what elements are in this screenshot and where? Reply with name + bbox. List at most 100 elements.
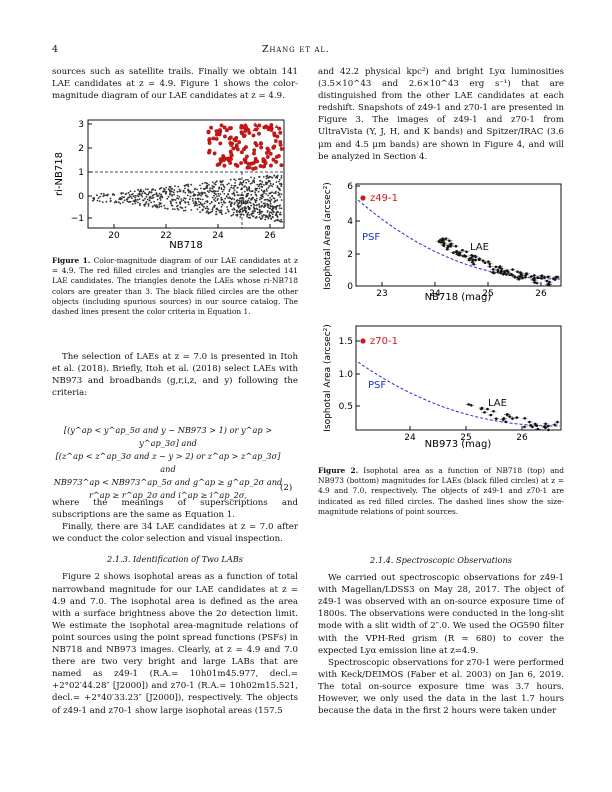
lae-point [487, 260, 490, 263]
object-point [248, 188, 251, 190]
object-point [177, 185, 180, 188]
object-point [169, 186, 172, 188]
object-point [278, 207, 281, 209]
object-point [258, 206, 261, 208]
object-point [131, 197, 133, 200]
object-point [236, 191, 238, 193]
object-point [220, 187, 223, 189]
lae-candidate [257, 131, 261, 136]
object-point [97, 197, 100, 199]
object-point [260, 212, 262, 215]
object-point [206, 207, 209, 210]
object-point [171, 208, 174, 210]
object-point [248, 197, 251, 200]
object-point [234, 182, 237, 184]
lae-point [442, 241, 446, 245]
object-point [270, 211, 272, 214]
object-point [254, 201, 257, 204]
object-point [239, 208, 242, 211]
object-point [280, 199, 283, 201]
object-point [238, 194, 240, 197]
x-tick-label: 24 [404, 433, 416, 443]
object-point [222, 183, 224, 186]
y-tick-label: 1.5 [339, 337, 353, 347]
object-point [261, 186, 264, 188]
x-tick-labels: 23 24 25 26 [376, 282, 547, 299]
object-point [280, 185, 282, 187]
lae-candidate [229, 143, 234, 147]
object-point [143, 205, 146, 207]
object-point [252, 210, 255, 213]
section-2-1-4-text-b: Spectroscopic observations for z70-1 wer… [318, 657, 564, 717]
object-point [96, 199, 99, 202]
plot-frame [355, 325, 562, 431]
object-point [262, 213, 265, 216]
lae-point [532, 278, 535, 282]
object-point [242, 213, 245, 216]
lae-candidate [257, 123, 262, 128]
object-point [268, 185, 271, 187]
object-point [266, 211, 269, 213]
object-point [279, 213, 282, 216]
object-point [218, 209, 220, 212]
object-point [273, 192, 275, 194]
object-point [233, 189, 236, 192]
object-point [232, 211, 235, 214]
object-point [278, 188, 281, 191]
object-point [260, 194, 262, 197]
object-point [134, 202, 137, 205]
object-point [263, 205, 265, 208]
lae-candidate [206, 130, 211, 135]
lae-point [523, 425, 526, 429]
object-point [254, 216, 257, 219]
object-point [187, 188, 190, 191]
lae-candidate [217, 128, 222, 133]
lae-candidate [214, 129, 219, 134]
object-point [277, 218, 279, 221]
caption-label: Figure 1. [52, 256, 91, 265]
object-point [152, 188, 155, 191]
object-point [156, 195, 158, 197]
object-point [164, 207, 166, 210]
object-point [203, 187, 205, 190]
lae-triangle [254, 123, 259, 128]
lae-point [524, 272, 528, 275]
lae-point [513, 275, 517, 279]
object-point [274, 192, 277, 195]
object-point [129, 200, 132, 203]
object-point [233, 178, 236, 181]
object-point [221, 213, 223, 215]
object-point [273, 220, 276, 222]
object-point [266, 215, 268, 218]
y-tick-label: −1 [71, 214, 84, 224]
object-point [144, 188, 147, 191]
object-point [134, 194, 136, 197]
y-tick-label: 4 [347, 217, 353, 227]
selection-text: The selection of LAEs at z = 7.0 is pres… [52, 352, 298, 399]
object-point [223, 186, 226, 189]
object-point [205, 194, 207, 197]
lae-candidate [258, 141, 263, 146]
object-point [173, 208, 176, 211]
object-point [171, 194, 173, 197]
lae-point [535, 424, 538, 427]
right-column-bottom: 2.1.4. Spectroscopic Observations We car… [318, 546, 564, 717]
object-point [228, 188, 231, 191]
lae-candidate [252, 151, 256, 156]
x-tick-label: 26 [535, 289, 547, 299]
object-point [254, 193, 257, 196]
lae-point [494, 417, 498, 420]
object-point [247, 180, 250, 183]
object-point [102, 193, 105, 195]
object-point [193, 204, 196, 207]
lae-point [533, 281, 536, 284]
lae-point [553, 423, 556, 427]
object-point [120, 192, 123, 194]
object-point [119, 198, 122, 201]
object-point [218, 187, 220, 190]
object-point [144, 202, 147, 205]
lae-candidate [278, 140, 283, 145]
object-point [213, 206, 216, 208]
object-point [267, 217, 270, 220]
object-point [190, 209, 193, 211]
